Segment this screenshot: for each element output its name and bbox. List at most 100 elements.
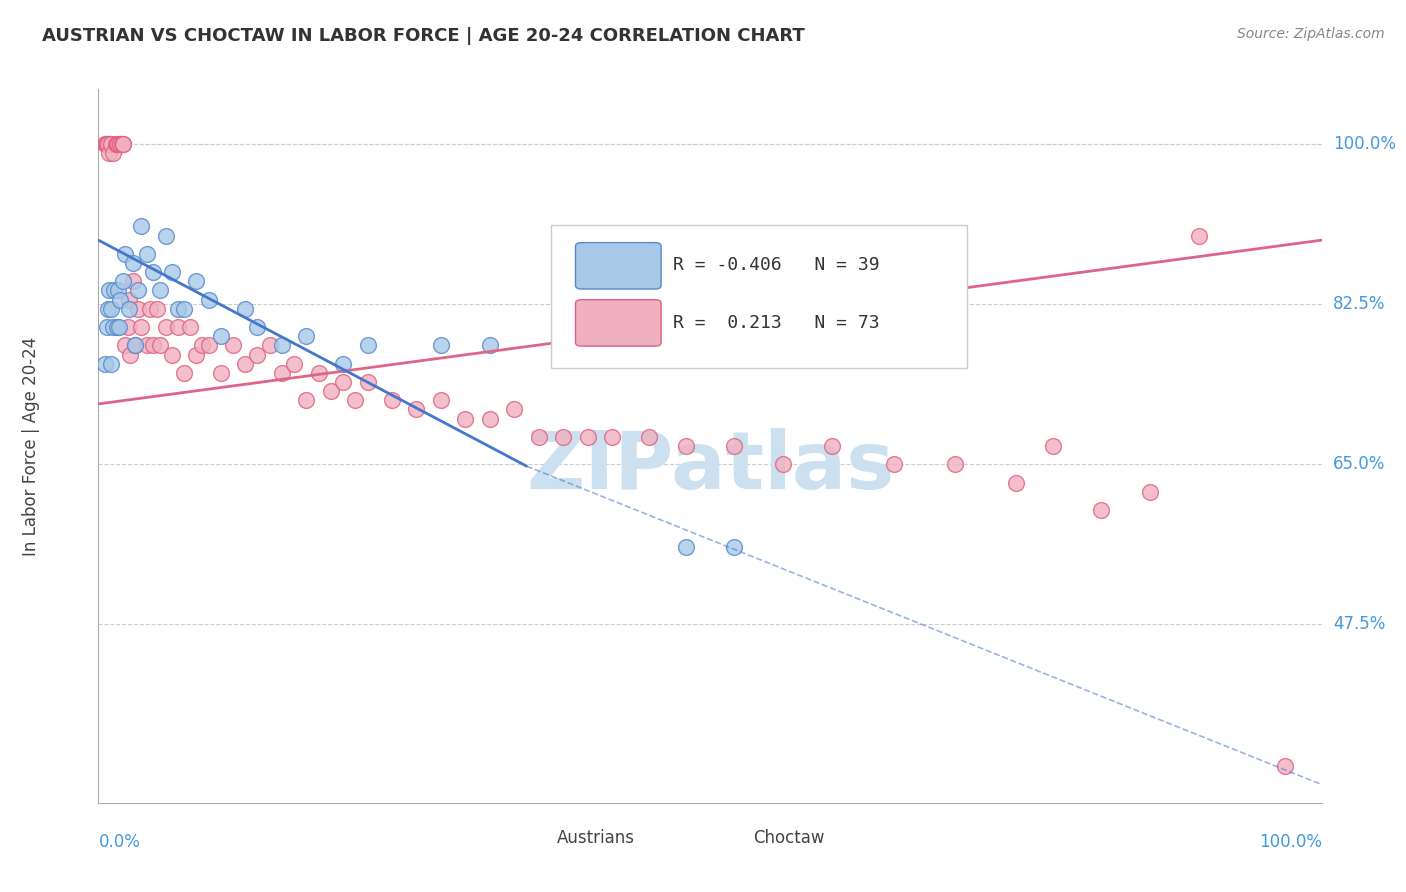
Point — [107, 137, 129, 152]
Point — [637, 430, 661, 444]
Point — [295, 329, 318, 343]
Point — [186, 347, 208, 361]
Point — [319, 384, 342, 398]
Point — [356, 375, 378, 389]
Point — [97, 137, 120, 152]
Point — [114, 247, 136, 261]
Point — [136, 247, 159, 261]
Point — [270, 366, 294, 380]
Text: 47.5%: 47.5% — [1333, 615, 1385, 633]
Point — [430, 338, 453, 352]
Text: R = -0.406   N = 39: R = -0.406 N = 39 — [673, 257, 880, 275]
Text: In Labor Force | Age 20-24: In Labor Force | Age 20-24 — [22, 336, 41, 556]
Point — [114, 338, 136, 352]
Point — [101, 146, 124, 161]
Point — [308, 366, 330, 380]
Point — [124, 338, 146, 352]
Point — [1004, 475, 1026, 490]
Text: 100.0%: 100.0% — [1333, 135, 1396, 153]
Point — [155, 228, 177, 243]
Point — [209, 329, 232, 343]
Point — [332, 375, 354, 389]
Point — [356, 338, 378, 352]
Point — [381, 393, 404, 408]
Text: 65.0%: 65.0% — [1333, 455, 1385, 474]
Point — [98, 284, 121, 298]
FancyBboxPatch shape — [575, 243, 661, 289]
Point — [430, 393, 453, 408]
Point — [149, 284, 172, 298]
FancyBboxPatch shape — [575, 300, 661, 346]
Point — [478, 411, 501, 425]
Text: R =  0.213   N = 73: R = 0.213 N = 73 — [673, 314, 880, 332]
FancyBboxPatch shape — [692, 821, 747, 856]
Point — [97, 301, 120, 316]
Point — [127, 301, 149, 316]
Point — [259, 338, 281, 352]
Point — [96, 137, 118, 152]
Point — [101, 320, 124, 334]
Point — [503, 402, 526, 417]
Point — [233, 301, 256, 316]
Point — [160, 347, 183, 361]
Point — [118, 301, 141, 316]
Point — [111, 137, 134, 152]
Point — [478, 338, 501, 352]
Point — [943, 458, 966, 472]
Point — [120, 347, 142, 361]
Point — [98, 146, 121, 161]
Point — [173, 301, 195, 316]
Point — [129, 320, 152, 334]
Point — [100, 137, 122, 152]
Text: 82.5%: 82.5% — [1333, 295, 1385, 313]
Point — [136, 338, 159, 352]
Point — [821, 439, 844, 453]
Point — [100, 357, 122, 371]
Point — [1188, 228, 1211, 243]
Point — [100, 301, 122, 316]
Point — [283, 357, 305, 371]
Point — [96, 320, 118, 334]
Point — [675, 540, 697, 554]
Point — [883, 458, 905, 472]
Point — [197, 338, 219, 352]
Point — [1090, 503, 1112, 517]
Point — [723, 540, 745, 554]
Point — [344, 393, 367, 408]
Point — [553, 430, 575, 444]
Point — [600, 430, 623, 444]
Point — [246, 347, 269, 361]
Point — [142, 265, 165, 279]
Point — [675, 439, 697, 453]
Point — [222, 338, 245, 352]
Point — [105, 320, 128, 334]
Point — [173, 366, 195, 380]
Point — [107, 284, 129, 298]
Point — [146, 301, 169, 316]
Point — [111, 274, 134, 288]
Point — [105, 137, 128, 152]
Point — [1042, 439, 1064, 453]
Point — [772, 458, 794, 472]
Point — [100, 137, 122, 152]
Point — [93, 357, 115, 371]
Point — [723, 439, 745, 453]
Point — [179, 320, 201, 334]
Point — [142, 338, 165, 352]
Point — [405, 402, 427, 417]
Point — [186, 274, 208, 288]
Point — [93, 137, 115, 152]
Point — [160, 265, 183, 279]
Point — [121, 256, 143, 270]
Point — [110, 137, 132, 152]
Point — [124, 338, 146, 352]
Point — [332, 357, 354, 371]
Point — [155, 320, 177, 334]
Point — [197, 293, 219, 307]
Point — [233, 357, 256, 371]
Point — [129, 219, 152, 234]
Point — [111, 137, 134, 152]
Point — [104, 137, 127, 152]
Point — [108, 320, 131, 334]
FancyBboxPatch shape — [551, 225, 967, 368]
